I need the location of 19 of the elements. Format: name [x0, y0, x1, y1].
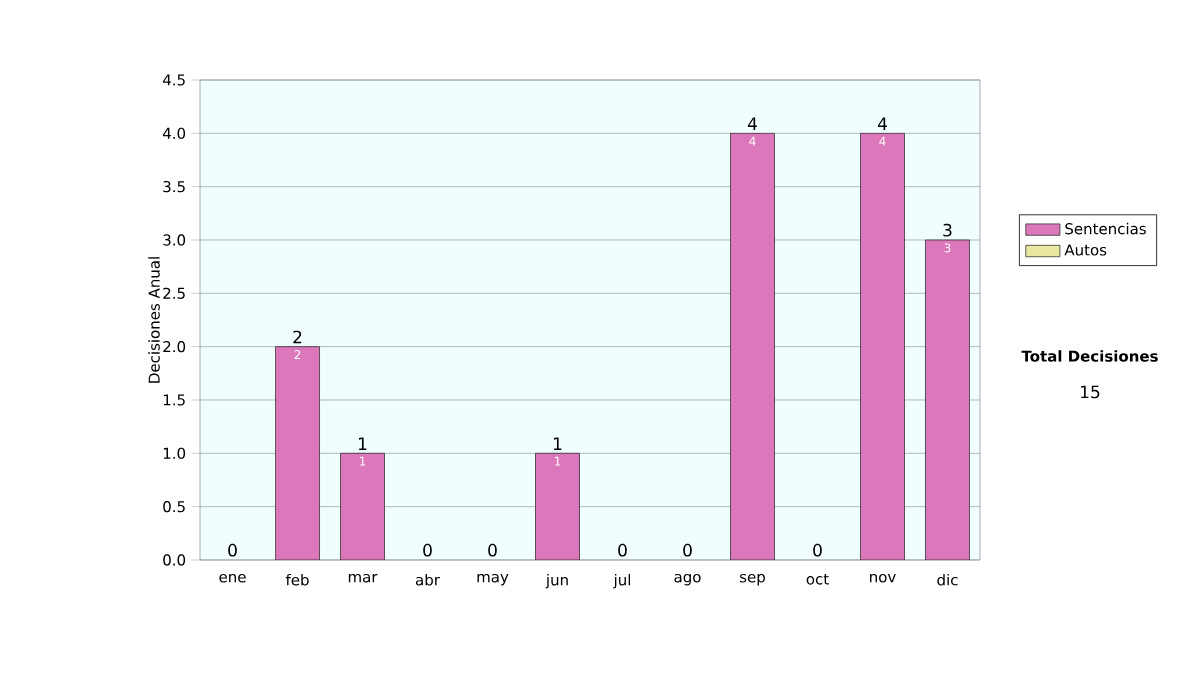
bar	[730, 132, 775, 560]
total-label: 4	[747, 117, 757, 130]
text: 15	[1081, 385, 1100, 399]
total-label: 0	[683, 543, 692, 557]
bar	[925, 239, 970, 560]
total-label: 4	[877, 117, 887, 130]
bar	[860, 132, 905, 560]
total-label: 1	[358, 437, 367, 450]
bar	[275, 346, 320, 560]
total-label: 1	[553, 437, 562, 450]
total-label: 0	[618, 543, 627, 557]
total-label: 3	[943, 223, 952, 237]
total-label: 2	[293, 330, 302, 344]
total-label: 0	[488, 543, 497, 557]
total-label: 0	[423, 543, 432, 557]
bar	[340, 452, 385, 560]
total-label: 0	[228, 543, 237, 557]
total-label: 0	[813, 543, 822, 557]
bar	[535, 452, 580, 560]
